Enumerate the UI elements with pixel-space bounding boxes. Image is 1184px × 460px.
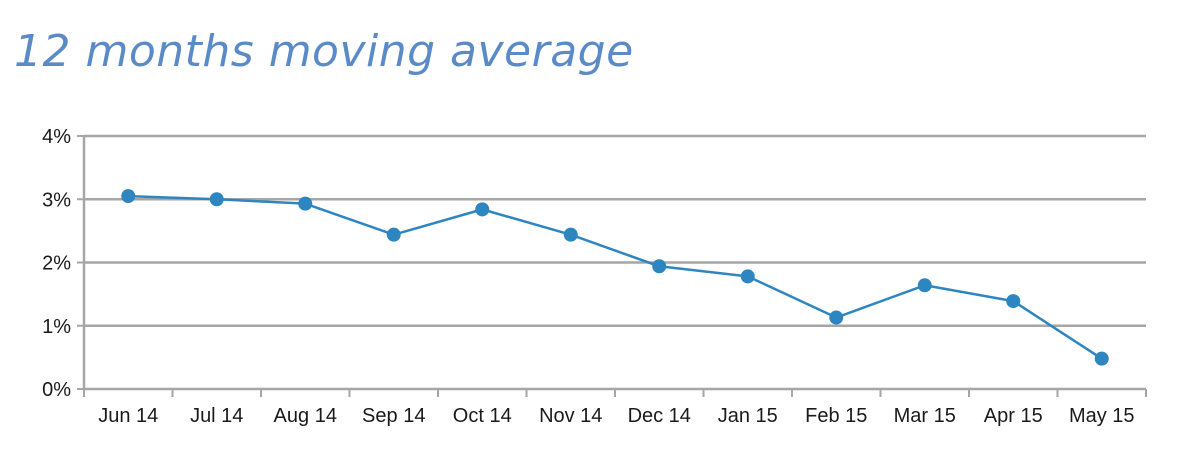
- data-point: [1094, 351, 1109, 366]
- x-tick-label: Jun 14: [98, 405, 158, 427]
- data-point: [298, 196, 313, 211]
- axes: [77, 135, 1147, 397]
- data-point: [475, 202, 490, 217]
- x-tick-label: May 15: [1069, 405, 1135, 427]
- chart-title: 12 months moving average: [14, 26, 634, 77]
- x-tick-label: Feb 15: [805, 405, 867, 427]
- data-point: [563, 227, 578, 242]
- series: [121, 189, 1109, 366]
- data-point: [829, 310, 844, 325]
- data-point: [917, 278, 932, 293]
- y-tick-labels: 0% 1% 2% 3% 4%: [42, 126, 71, 401]
- data-point: [209, 192, 224, 207]
- x-tick-labels: Jun 14 Jul 14 Aug 14 Sep 14 Oct 14 Nov 14 Dec …: [98, 405, 1134, 427]
- x-tick-label: Jul 14: [190, 405, 243, 427]
- data-point: [1006, 294, 1021, 309]
- x-tick-label: Oct 14: [453, 405, 512, 427]
- y-tick-label: 3%: [42, 189, 71, 211]
- data-point: [121, 189, 136, 204]
- x-tick-label: Aug 14: [274, 405, 337, 427]
- data-point: [740, 269, 755, 284]
- y-tick-label: 2%: [42, 253, 71, 275]
- y-tick-label: 0%: [42, 379, 71, 401]
- x-tick-label: Nov 14: [539, 405, 602, 427]
- data-point: [386, 227, 401, 242]
- gridlines: [84, 134, 1146, 327]
- y-tick-label: 4%: [42, 126, 71, 148]
- x-tick-label: Jan 15: [718, 405, 778, 427]
- x-tick-label: Mar 15: [894, 405, 956, 427]
- x-tick-label: Apr 15: [984, 405, 1043, 427]
- series-line: [128, 194, 1103, 360]
- data-point: [652, 259, 667, 274]
- y-tick-label: 1%: [42, 316, 71, 338]
- x-tick-label: Sep 14: [362, 405, 425, 427]
- x-tick-label: Dec 14: [628, 405, 691, 427]
